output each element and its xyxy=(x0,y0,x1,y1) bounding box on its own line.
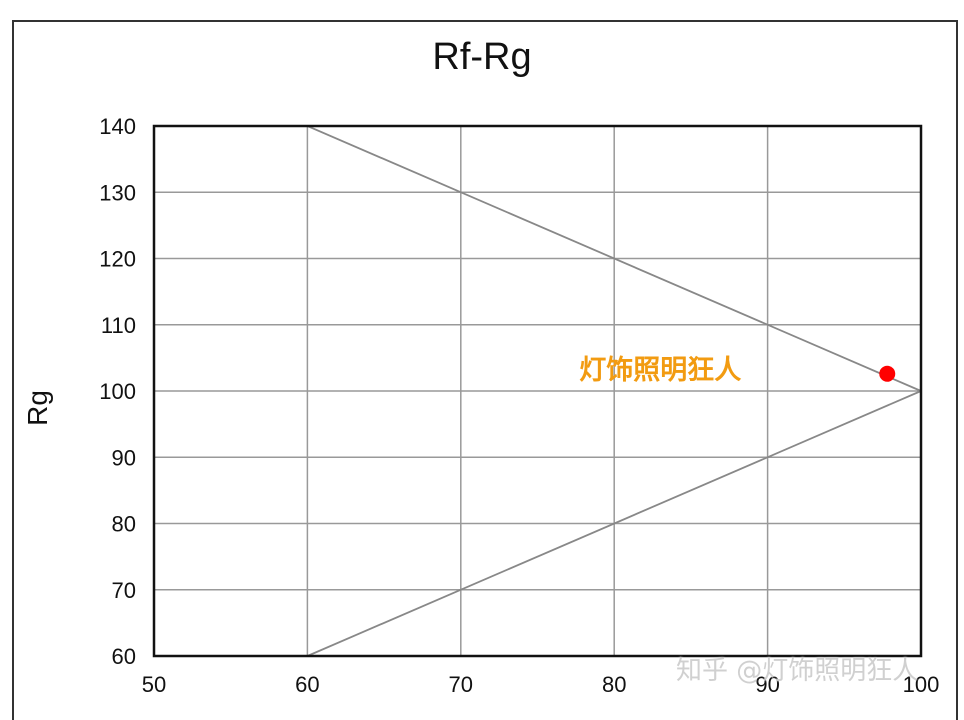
y-tick-label: 130 xyxy=(99,180,136,205)
x-tick-label: 90 xyxy=(755,672,779,697)
y-tick-label: 140 xyxy=(99,114,136,139)
chart-title: Rf-Rg xyxy=(432,36,532,78)
y-tick-label: 120 xyxy=(99,247,136,272)
x-tick-label: 70 xyxy=(449,672,473,697)
x-tick-label: 50 xyxy=(142,672,166,697)
y-tick-label: 70 xyxy=(112,578,136,603)
y-tick-label: 110 xyxy=(101,313,136,338)
annotation-label: 灯饰照明狂人 xyxy=(579,355,741,386)
boundary-lines xyxy=(307,125,922,657)
y-tick-label: 60 xyxy=(112,644,136,669)
chart-frame xyxy=(12,20,958,720)
watermark: 知乎 @灯饰照明狂人 xyxy=(676,656,919,686)
y-tick-label: 80 xyxy=(112,512,136,537)
y-tick-label: 90 xyxy=(112,445,136,470)
boundary-line xyxy=(307,390,922,657)
y-tick-label: 100 xyxy=(99,379,136,404)
x-tick-label: 60 xyxy=(295,672,319,697)
data-point xyxy=(879,365,896,382)
grid xyxy=(153,125,922,657)
boundary-line xyxy=(307,125,922,392)
data-points xyxy=(879,365,896,382)
x-tick-label: 100 xyxy=(903,672,940,697)
plot-border xyxy=(152,124,923,658)
annotations: 灯饰照明狂人 xyxy=(579,355,741,386)
x-tick-label: 80 xyxy=(602,672,626,697)
